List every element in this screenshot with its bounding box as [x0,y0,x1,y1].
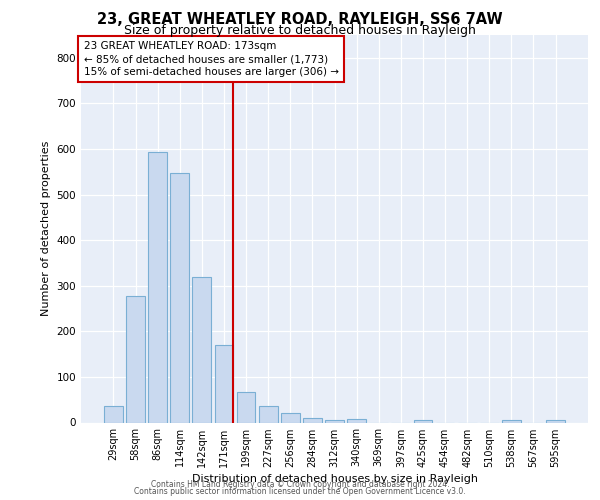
Bar [281,414,299,422]
Text: 23, GREAT WHEATLEY ROAD, RAYLEIGH, SS6 7AW: 23, GREAT WHEATLEY ROAD, RAYLEIGH, SS6 7… [97,12,503,28]
Text: Size of property relative to detached houses in Rayleigh: Size of property relative to detached ho… [124,24,476,37]
Text: 23 GREAT WHEATLEY ROAD: 173sqm
← 85% of detached houses are smaller (1,773)
15% : 23 GREAT WHEATLEY ROAD: 173sqm ← 85% of … [83,41,338,77]
Bar [347,419,366,422]
Bar [148,152,167,422]
Bar [546,420,565,422]
Bar [303,418,322,422]
Bar [325,420,344,422]
Bar [259,406,278,422]
Text: Contains HM Land Registry data © Crown copyright and database right 2024.: Contains HM Land Registry data © Crown c… [151,480,449,489]
Bar [126,296,145,422]
Text: Contains public sector information licensed under the Open Government Licence v3: Contains public sector information licen… [134,487,466,496]
Y-axis label: Number of detached properties: Number of detached properties [41,141,51,316]
Bar [193,276,211,422]
Bar [502,420,521,422]
X-axis label: Distribution of detached houses by size in Rayleigh: Distribution of detached houses by size … [191,474,478,484]
Bar [236,392,256,422]
Bar [170,172,189,422]
Bar [104,406,123,422]
Bar [413,420,433,422]
Bar [215,345,233,422]
